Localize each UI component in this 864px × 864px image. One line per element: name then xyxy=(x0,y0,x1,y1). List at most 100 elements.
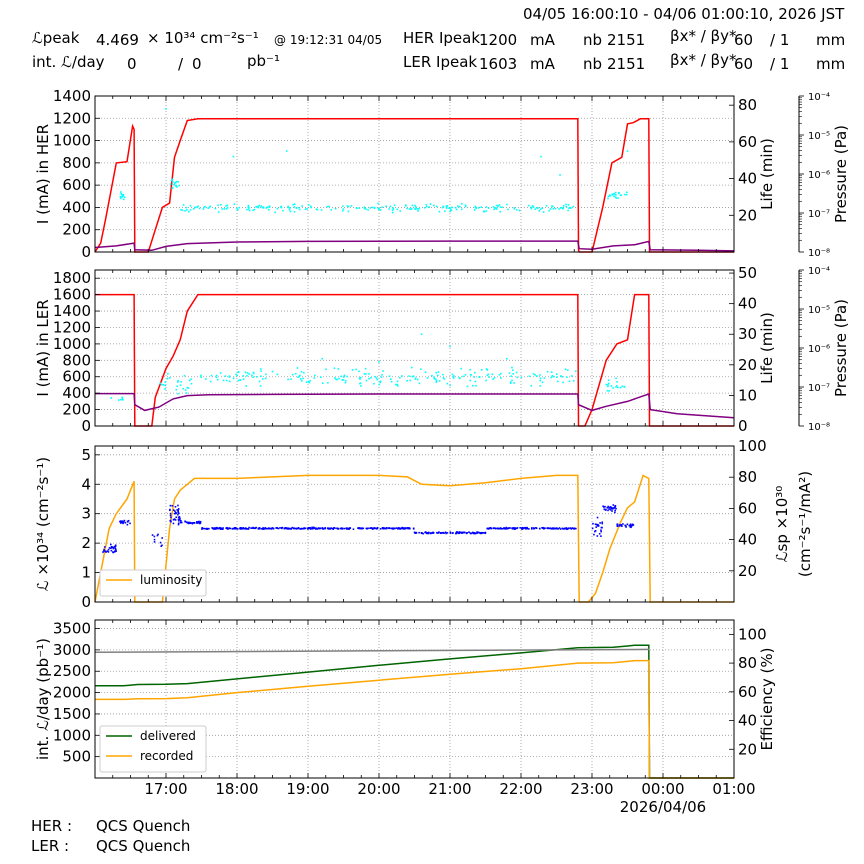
her-ipeak-value: 1200 xyxy=(479,31,518,49)
life-point xyxy=(343,374,346,377)
lsp-point xyxy=(440,532,442,534)
lsp-point xyxy=(443,532,445,534)
lsp-point xyxy=(376,527,378,530)
lsp-point xyxy=(127,519,130,522)
lsp-point xyxy=(174,519,177,521)
life-point xyxy=(285,150,288,152)
life-point xyxy=(167,372,169,375)
lsp-point xyxy=(612,504,615,506)
life-point xyxy=(453,375,455,377)
life-point xyxy=(433,376,435,378)
life-point xyxy=(373,382,375,385)
life-point xyxy=(368,373,370,375)
lsp-point xyxy=(111,546,114,548)
life-point xyxy=(180,381,183,383)
ler-beta-x: 60 xyxy=(734,55,754,73)
lsp-point xyxy=(459,531,462,534)
life-point xyxy=(220,203,222,206)
lsp-point xyxy=(177,508,180,510)
life-point xyxy=(363,373,366,375)
life-point xyxy=(215,374,218,377)
lsp-point xyxy=(316,528,319,530)
life-point xyxy=(485,206,488,208)
y2-tick-label: 60 xyxy=(738,683,757,701)
life-point xyxy=(252,209,254,212)
lsp-point xyxy=(620,524,622,526)
lsp-point xyxy=(293,527,296,530)
y-tick-label: 1200 xyxy=(53,318,91,336)
her-status-label: HER : xyxy=(31,817,73,835)
panel-her: 0 200 400 600 800 1000 1200 1400 20 40 60 80 I (mA) … xyxy=(34,87,850,261)
life-point xyxy=(420,368,422,370)
lsp-point xyxy=(169,508,171,511)
plot-frame xyxy=(94,269,735,427)
life-point xyxy=(442,373,444,376)
life-point xyxy=(245,385,248,387)
life-point xyxy=(621,385,624,388)
life-point xyxy=(435,371,438,374)
ler-beta-unit: mm xyxy=(816,55,846,73)
lsp-point xyxy=(541,526,543,529)
life-point xyxy=(459,205,461,208)
lsp-point xyxy=(460,531,463,534)
life-point xyxy=(475,384,477,387)
lsp-point xyxy=(189,522,192,524)
life-point xyxy=(617,197,619,199)
life-point xyxy=(550,376,553,379)
life-point xyxy=(228,376,231,378)
life-point xyxy=(486,369,489,371)
life-point xyxy=(238,206,240,209)
life-point xyxy=(252,372,255,375)
legend-label-recorded: recorded xyxy=(140,749,193,763)
life-point xyxy=(381,206,383,209)
lsp-point xyxy=(179,521,182,524)
life-point xyxy=(500,372,502,375)
life-point xyxy=(171,178,174,181)
lpeak-value: 4.469 xyxy=(96,31,139,49)
lsp-point xyxy=(309,526,311,529)
lsp-point xyxy=(178,515,181,518)
ler-ipeak-value: 1603 xyxy=(479,55,518,73)
life-point xyxy=(560,375,562,377)
lsp-point xyxy=(620,524,623,527)
life-point xyxy=(330,208,333,211)
lsp-point xyxy=(177,512,180,514)
lsp-point xyxy=(372,527,375,530)
life-point xyxy=(485,368,488,370)
lsp-point xyxy=(383,527,385,529)
life-point xyxy=(236,207,238,210)
y2-axis-label-units: (cm⁻²s⁻¹/mA²) xyxy=(796,471,814,577)
life-point xyxy=(426,377,429,379)
life-point xyxy=(301,380,303,382)
her-beta-unit: mm xyxy=(816,31,846,49)
lsp-point xyxy=(153,541,156,543)
lsp-point xyxy=(196,522,198,524)
life-point xyxy=(239,379,242,382)
lsp-point xyxy=(107,551,110,553)
panel-ler: 0200400600800100012001400160018000102030… xyxy=(34,264,850,435)
life-point xyxy=(470,374,472,376)
life-point xyxy=(446,382,449,385)
life-point xyxy=(291,373,294,376)
life-point xyxy=(417,210,419,212)
lsp-point xyxy=(187,522,190,525)
life-point xyxy=(509,381,512,383)
life-point xyxy=(363,207,366,210)
lsp-point xyxy=(358,527,361,530)
x-tick-label: 19:00 xyxy=(286,780,329,798)
lsp-point xyxy=(593,533,595,536)
life-point xyxy=(570,375,573,377)
life-point xyxy=(416,207,418,210)
life-point xyxy=(370,377,372,379)
lsp-point xyxy=(262,528,265,530)
lsp-point xyxy=(104,550,107,553)
life-point xyxy=(618,191,620,194)
y-tick-label: 5 xyxy=(81,446,91,464)
life-point xyxy=(196,206,198,208)
life-point xyxy=(299,374,301,377)
lsp-point xyxy=(177,522,180,525)
lsp-point xyxy=(257,527,260,530)
life-point xyxy=(380,376,383,378)
lsp-point xyxy=(598,532,601,535)
